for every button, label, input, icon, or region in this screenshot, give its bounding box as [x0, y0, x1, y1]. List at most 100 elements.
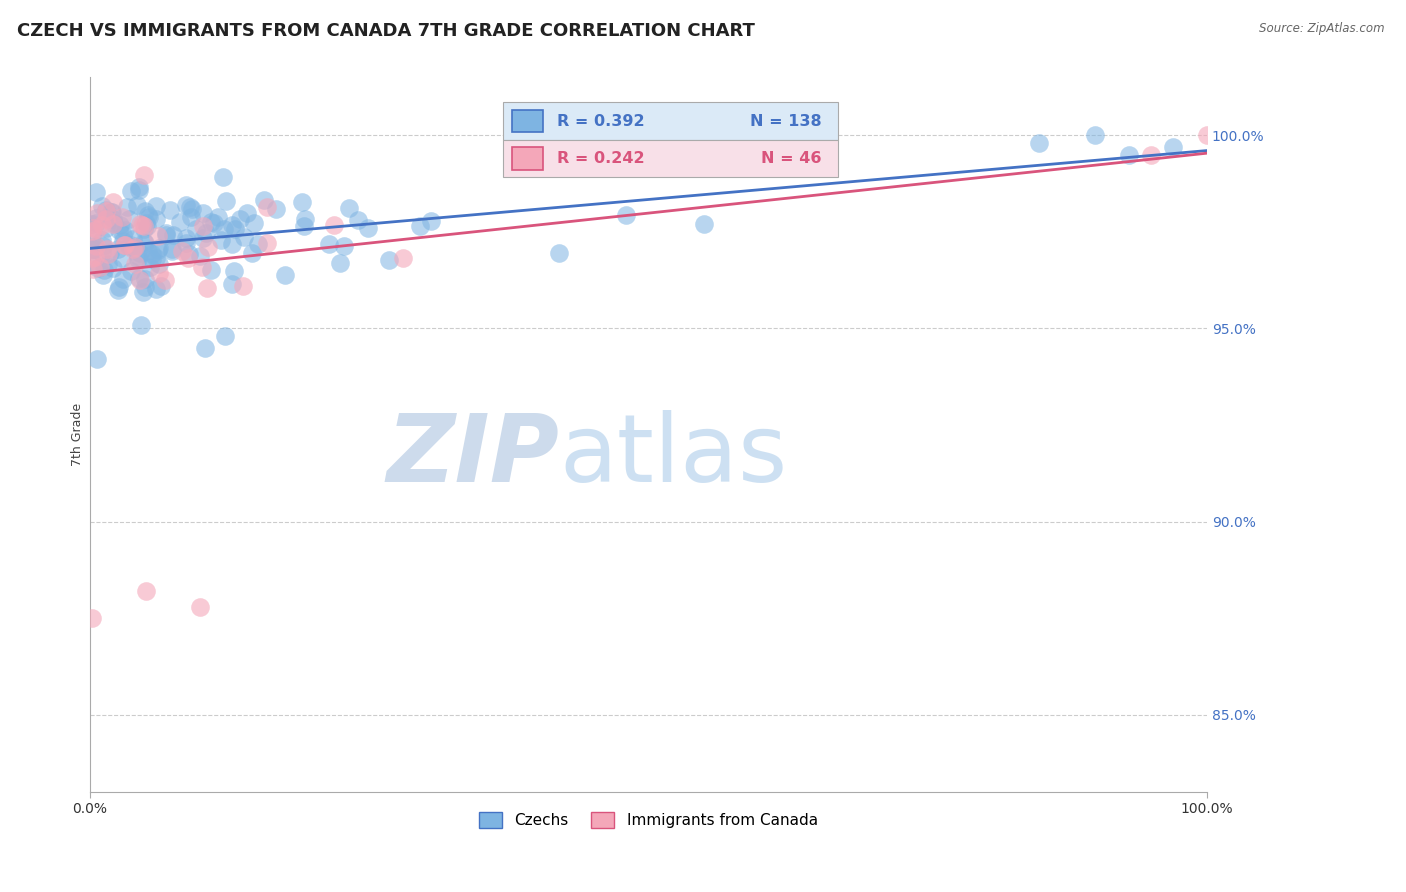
Point [548, 246, 571, 260]
Y-axis label: 7th Grade: 7th Grade [72, 403, 84, 467]
Point [195, 226, 218, 240]
Point [318, 236, 340, 251]
Point [145, 282, 167, 296]
Point [146, 244, 169, 258]
Point [159, 202, 181, 217]
Point [177, 252, 200, 266]
Point [207, 210, 229, 224]
Point [242, 246, 264, 260]
Point [101, 205, 124, 219]
Point [80, 251, 103, 265]
Point [148, 266, 170, 280]
Point [243, 216, 266, 230]
Point [135, 216, 157, 230]
Point [89, 260, 111, 274]
Point [169, 215, 191, 229]
Point [80, 611, 103, 625]
Point [190, 599, 212, 614]
Point [232, 278, 254, 293]
Point [232, 230, 254, 244]
Point [91, 268, 114, 282]
Point [127, 249, 149, 263]
Point [103, 260, 125, 275]
Point [124, 240, 146, 254]
Point [128, 270, 150, 285]
Point [132, 235, 155, 249]
Point [329, 256, 352, 270]
Point [1140, 147, 1163, 161]
Point [121, 232, 143, 246]
Point [134, 235, 156, 250]
Point [112, 272, 135, 286]
Point [148, 229, 170, 244]
FancyBboxPatch shape [512, 110, 543, 132]
Point [122, 242, 145, 256]
Point [111, 252, 134, 266]
Point [96, 242, 118, 256]
Point [200, 215, 222, 229]
Point [86, 238, 108, 252]
Point [180, 210, 202, 224]
Point [337, 201, 360, 215]
Point [294, 211, 316, 226]
Point [290, 195, 312, 210]
Point [214, 329, 236, 343]
Point [134, 272, 156, 286]
Point [101, 217, 124, 231]
Point [120, 238, 142, 252]
Point [138, 210, 160, 224]
Point [419, 214, 441, 228]
Point [197, 240, 219, 254]
Point [120, 184, 142, 198]
Point [124, 257, 146, 271]
Legend: Czechs, Immigrants from Canada: Czechs, Immigrants from Canada [472, 806, 824, 834]
Point [127, 197, 149, 211]
Point [160, 244, 183, 259]
Point [378, 252, 401, 267]
Point [80, 224, 103, 238]
Point [170, 244, 193, 259]
Point [804, 160, 827, 174]
Point [357, 220, 380, 235]
Point [80, 243, 103, 257]
Text: atlas: atlas [560, 410, 787, 502]
Point [97, 247, 120, 261]
Point [174, 198, 197, 212]
Point [128, 179, 150, 194]
Point [132, 168, 155, 182]
Point [256, 200, 278, 214]
Point [131, 318, 153, 332]
Point [222, 264, 245, 278]
Point [83, 258, 105, 272]
Point [98, 246, 121, 260]
Point [256, 235, 278, 250]
Point [84, 216, 107, 230]
Point [100, 205, 122, 219]
Point [409, 219, 432, 234]
Text: R = 0.392: R = 0.392 [557, 113, 644, 128]
Point [1028, 136, 1050, 150]
Point [141, 247, 163, 261]
Point [1195, 128, 1218, 143]
Point [128, 245, 150, 260]
Point [346, 213, 368, 227]
Point [86, 222, 108, 236]
Point [214, 221, 236, 235]
Point [110, 210, 132, 224]
Point [274, 268, 297, 282]
Point [264, 202, 287, 216]
Point [108, 218, 131, 232]
Point [194, 341, 217, 355]
Point [114, 223, 136, 237]
Point [145, 252, 167, 266]
Point [86, 185, 108, 199]
Point [111, 235, 134, 249]
Point [128, 183, 150, 197]
Point [111, 227, 134, 242]
Point [86, 206, 108, 220]
Point [1118, 147, 1140, 161]
Text: R = 0.242: R = 0.242 [557, 151, 644, 166]
Point [107, 283, 129, 297]
Point [252, 193, 274, 207]
Point [84, 211, 107, 226]
